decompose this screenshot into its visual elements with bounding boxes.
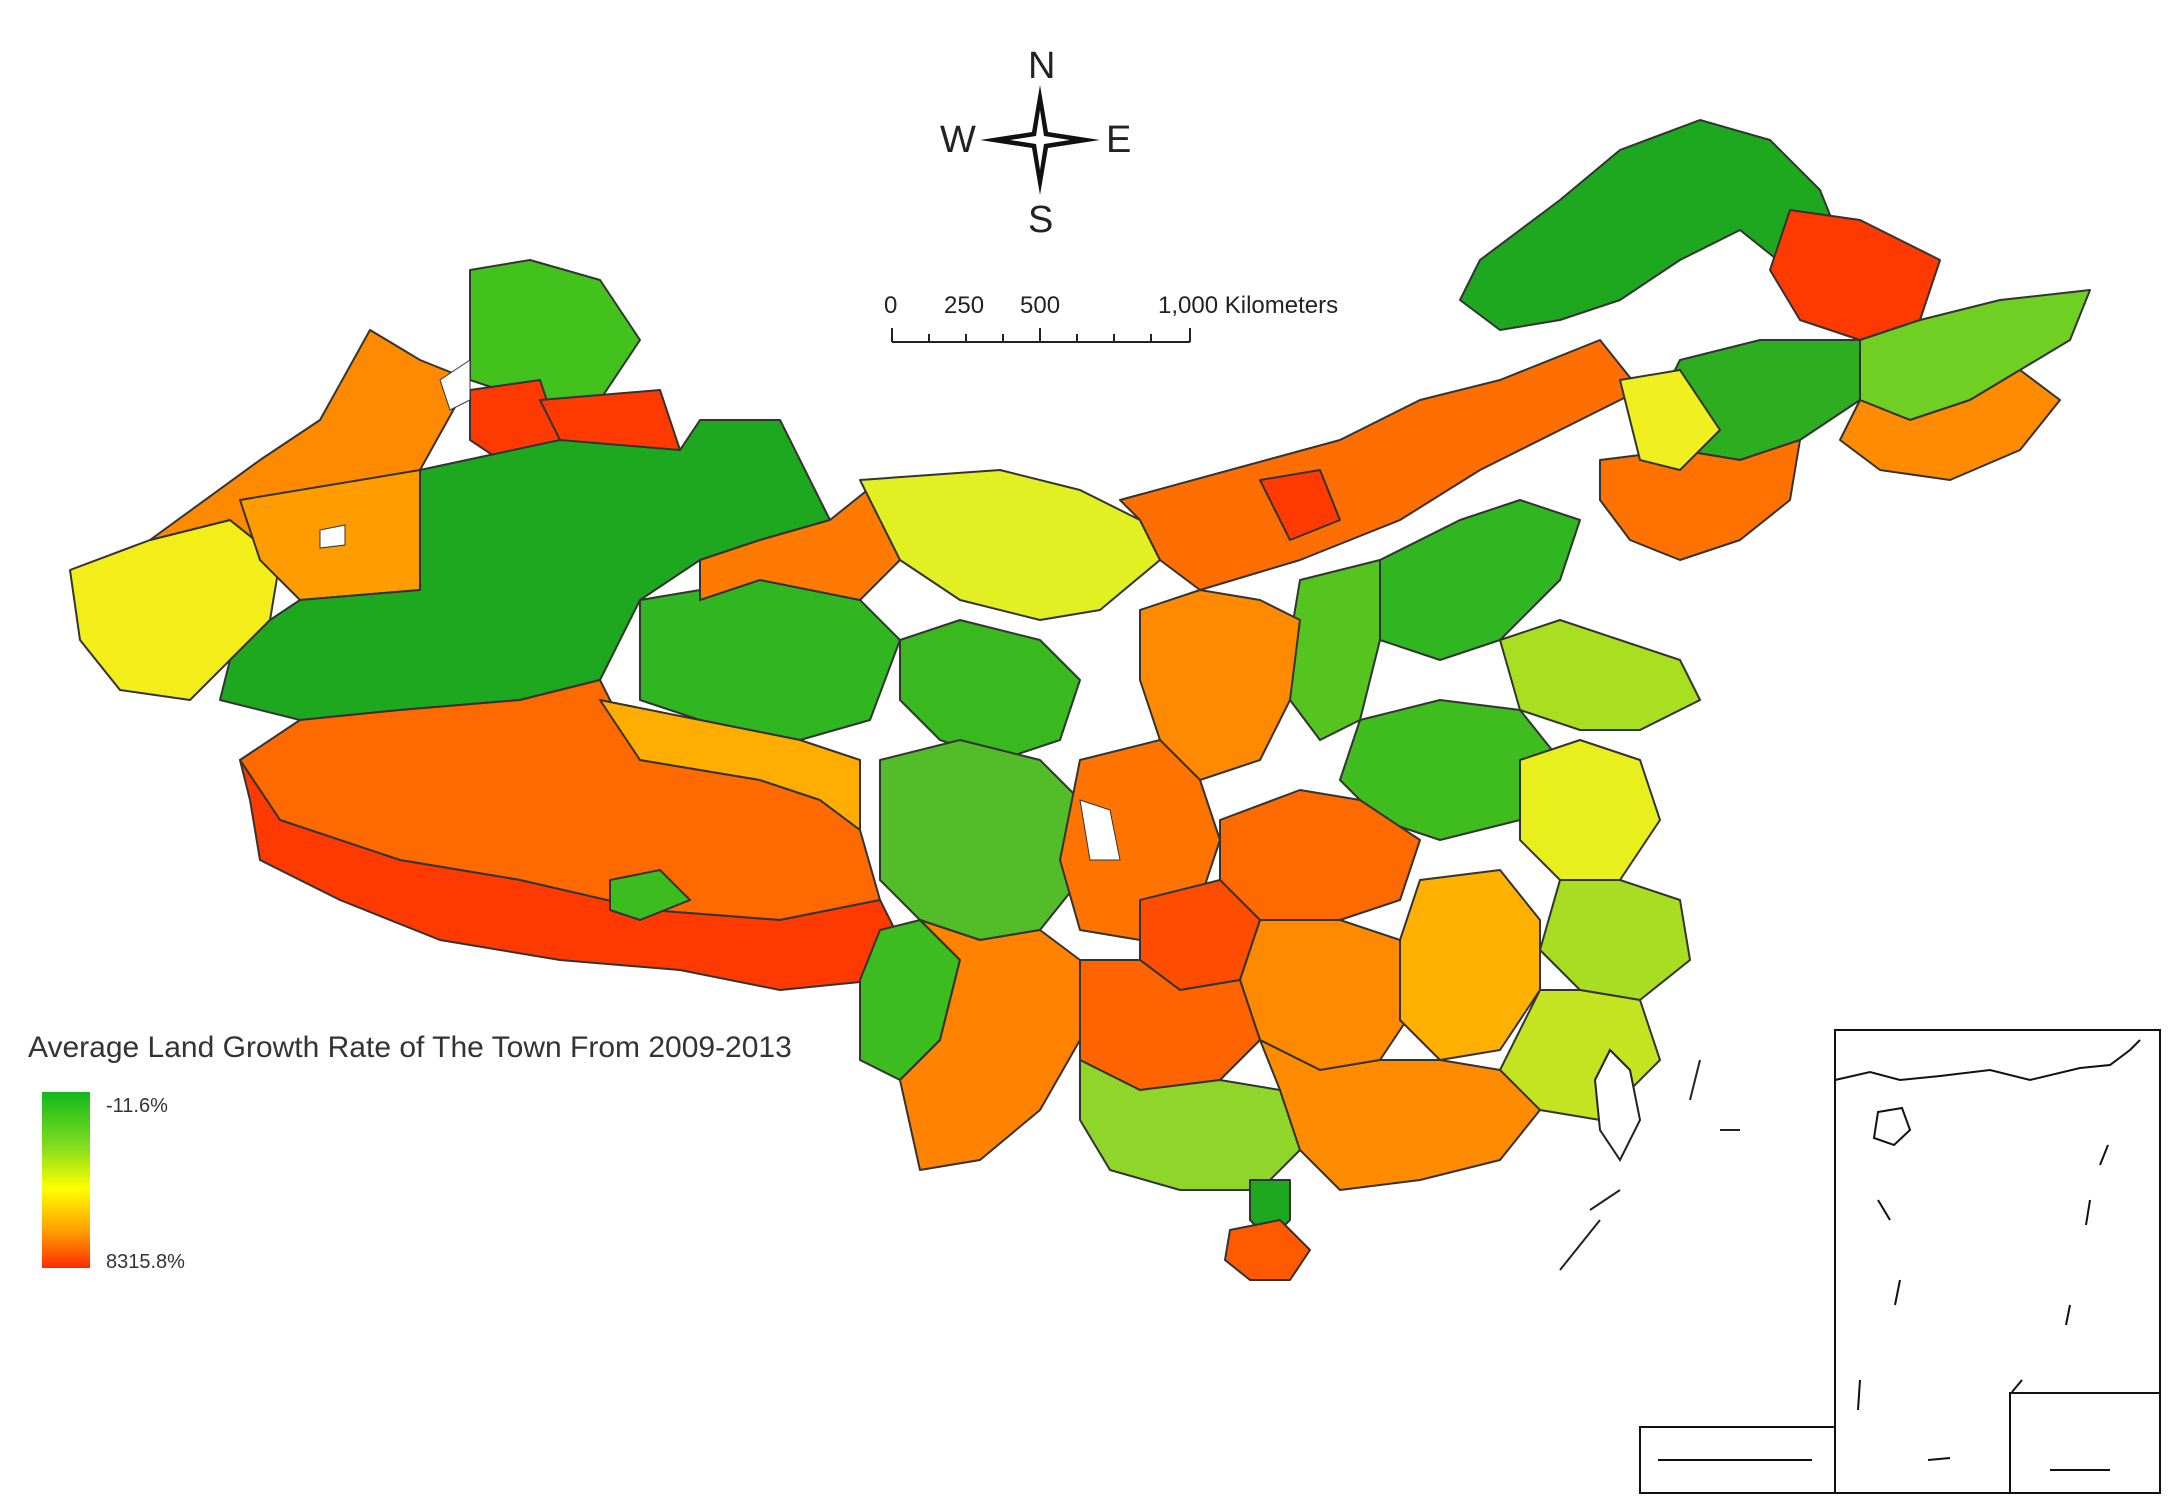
compass-rose: N S E W (940, 45, 1131, 241)
region-guangxi (1079, 1059, 1301, 1191)
legend-title: Average Land Growth Rate of The Town Fro… (28, 1031, 792, 1064)
inset-map (1639, 1029, 2161, 1494)
region-heilongjiang-red (1769, 209, 1941, 341)
lakes (319, 359, 1121, 861)
legend-max-label: -11.6% (106, 1095, 168, 1117)
region-imongolia-central (1119, 339, 1641, 591)
region-gansu-east (899, 619, 1081, 761)
lake-1 (439, 359, 471, 411)
region-heilongjiang (1459, 119, 1841, 331)
region-shandong (1499, 619, 1701, 731)
inset-dash (2065, 1304, 2071, 1326)
region-imongolia-red (1259, 469, 1341, 541)
sea-dash (1589, 1189, 1621, 1211)
legend-min-label: 8315.8% (106, 1251, 185, 1273)
region-sichuan-west (879, 739, 1081, 941)
scale-label-0: 0 (884, 292, 897, 319)
scale-label-1000-km: 1,000 Kilometers (1158, 292, 1338, 319)
lake-2 (319, 524, 346, 549)
region-qinghai-orange (599, 699, 861, 831)
inset-bottom-right-box (2009, 1392, 2161, 1494)
map-regions (69, 119, 2091, 1281)
region-imongolia-ne-yellow (1619, 369, 1721, 471)
lake-3 (1079, 799, 1121, 861)
region-hainan (1224, 1219, 1311, 1281)
region-jiangxi (1399, 869, 1541, 1061)
inset-dash (2011, 1379, 2023, 1393)
inset-dash (1894, 1279, 1901, 1306)
inset-dash (1927, 1457, 1951, 1461)
region-imongolia-west-yellow (859, 469, 1161, 621)
sea-dash (1689, 1059, 1701, 1101)
scale-labels: 0 250 500 1,000 Kilometers (884, 292, 1338, 319)
legend-gradient-bar (42, 1092, 90, 1268)
region-shaanxi (1139, 589, 1301, 781)
island-taiwan (1593, 1048, 1642, 1162)
region-guangdong (1259, 1039, 1541, 1191)
region-jiangsu (1519, 739, 1661, 881)
region-liaoning (1599, 439, 1801, 561)
sea-islands (1559, 1059, 1740, 1271)
region-jilin-orange (1839, 369, 2061, 481)
compass-south: S (1028, 199, 1053, 241)
region-zhejiang (1539, 879, 1691, 1001)
scale-bar (891, 328, 1191, 343)
region-tibet-green (609, 869, 691, 921)
inset-hainan (1872, 1106, 1912, 1147)
inset-dash (2099, 1144, 2109, 1166)
region-hebei (1379, 499, 1581, 661)
inset-dash (1877, 1199, 1891, 1221)
sea-dash (1559, 1219, 1601, 1271)
scale-label-250: 250 (944, 292, 984, 319)
region-yunnan (899, 919, 1081, 1171)
inset-dash (2085, 1199, 2091, 1226)
region-shanxi (1289, 559, 1381, 741)
inset-dash (1857, 1379, 1861, 1411)
compass-north: N (1028, 45, 1055, 87)
inset-coastline (1834, 1039, 2141, 1082)
scale-label-500: 500 (1020, 292, 1060, 319)
compass-east: E (1106, 119, 1131, 161)
compass-star-inner-icon (1010, 110, 1070, 170)
compass-west: W (940, 119, 976, 161)
